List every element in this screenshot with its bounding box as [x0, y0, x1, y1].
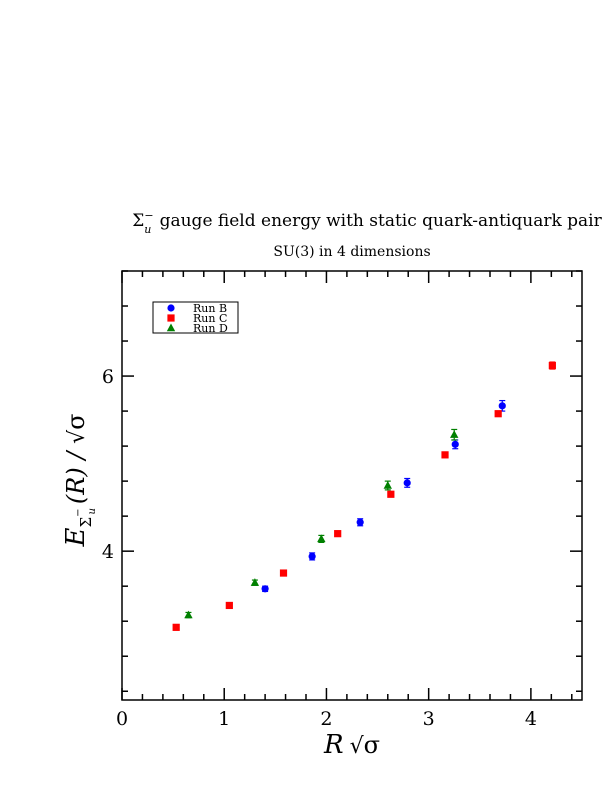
x-tick-label: 3: [423, 708, 435, 730]
y-label-sqrt: √: [65, 429, 90, 444]
legend-box: [152, 301, 239, 334]
chart-subtitle: SU(3) in 4 dimensions: [273, 244, 430, 260]
chart-title: Σu− gauge field energy with static quark-…: [132, 209, 602, 236]
data-point-run-b: [308, 552, 316, 561]
legend-marker-run-c: [167, 314, 175, 322]
x-tick-label: 4: [525, 708, 537, 730]
y-label-sub: u: [87, 508, 98, 514]
data-point-run-b: [451, 440, 459, 448]
y-label-sigma: Σ: [77, 517, 95, 528]
data-point-run-b: [403, 479, 411, 487]
title-sigma: Σ: [132, 211, 144, 231]
y-label-E: E: [61, 528, 91, 548]
legend-label-run-d: Run D: [193, 322, 228, 335]
data-point-run-d: [450, 430, 459, 438]
title-text: gauge field energy with static quark-ant…: [160, 211, 603, 231]
x-label-sigma: σ: [364, 731, 380, 759]
legend-label-run-c: Run C: [193, 312, 227, 325]
error-bars: [173, 361, 556, 630]
data-point-run-b: [356, 518, 364, 526]
y-tick-label: 6: [102, 366, 114, 388]
y-tick-label: 4: [102, 541, 114, 563]
data-point-run-d: [250, 578, 260, 586]
legend-label-run-b: Run B: [193, 302, 227, 315]
axis-ticks: [121, 270, 582, 700]
y-label-sup: −: [73, 509, 84, 517]
data-point-run-c: [494, 410, 502, 418]
title-sub: u: [144, 223, 151, 236]
data-point-run-d: [383, 481, 392, 489]
plot-frame: [121, 270, 583, 701]
legend-marker-run-b: [167, 304, 175, 312]
data-point-run-c: [387, 490, 395, 498]
legend-marker-run-d: [166, 323, 176, 332]
data-point-run-c: [225, 601, 233, 610]
x-label-sqrt: √: [350, 734, 365, 759]
x-tick-label: 1: [218, 708, 230, 730]
data-point-run-b: [261, 585, 269, 593]
data-point-run-c: [548, 361, 556, 370]
title-sup: −: [144, 209, 153, 222]
data-point-run-c: [279, 569, 288, 577]
x-label-var: R: [323, 730, 344, 760]
y-axis-label: EΣ− u (R) / √σ: [61, 414, 98, 548]
axis-tick-labels: 0 1 2 3 4 4 6: [102, 366, 537, 730]
data-point-run-d: [184, 610, 193, 619]
y-label-sigma-sym: σ: [62, 414, 90, 430]
data-point-run-c: [172, 623, 180, 631]
x-tick-label: 2: [320, 708, 332, 730]
data-point-run-c: [441, 451, 449, 459]
data-markers: [172, 361, 556, 631]
y-label-arg: (R) /: [62, 444, 90, 504]
x-axis-label: R √σ: [323, 730, 380, 760]
data-point-run-b: [498, 402, 506, 410]
x-tick-label: 0: [116, 708, 128, 730]
data-point-run-c: [334, 530, 342, 538]
data-point-run-d: [317, 534, 326, 543]
